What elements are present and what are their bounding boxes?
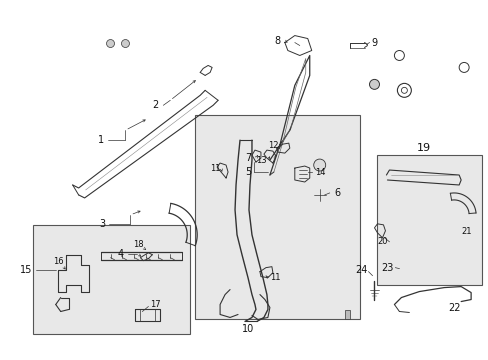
Text: 4: 4 bbox=[117, 249, 123, 259]
Circle shape bbox=[458, 62, 468, 72]
Polygon shape bbox=[344, 310, 349, 319]
Bar bbox=[377, 155, 481, 285]
Text: 20: 20 bbox=[376, 237, 387, 246]
Text: 7: 7 bbox=[244, 153, 251, 163]
Text: 2: 2 bbox=[152, 100, 158, 110]
Text: 9: 9 bbox=[371, 37, 377, 48]
Text: 22: 22 bbox=[447, 302, 460, 312]
Text: 1: 1 bbox=[97, 135, 103, 145]
Text: 11: 11 bbox=[269, 273, 280, 282]
Circle shape bbox=[121, 40, 129, 48]
Text: 11: 11 bbox=[209, 163, 220, 172]
Text: 16: 16 bbox=[53, 257, 64, 266]
Text: 21: 21 bbox=[461, 227, 471, 236]
Circle shape bbox=[394, 50, 404, 60]
Circle shape bbox=[397, 84, 410, 97]
Text: 19: 19 bbox=[416, 143, 430, 153]
Text: 13: 13 bbox=[256, 156, 266, 165]
Text: 24: 24 bbox=[355, 265, 367, 275]
Text: 5: 5 bbox=[244, 167, 251, 177]
Bar bbox=[195, 115, 359, 319]
Text: 8: 8 bbox=[274, 36, 281, 46]
Text: 6: 6 bbox=[334, 188, 340, 198]
Circle shape bbox=[401, 87, 407, 93]
Text: 17: 17 bbox=[150, 300, 161, 309]
Text: 14: 14 bbox=[314, 167, 325, 176]
Text: 15: 15 bbox=[20, 265, 32, 275]
Circle shape bbox=[369, 80, 379, 89]
Text: 23: 23 bbox=[381, 263, 393, 273]
Text: 18: 18 bbox=[133, 240, 143, 249]
Text: 12: 12 bbox=[268, 141, 278, 150]
Text: 10: 10 bbox=[242, 324, 254, 334]
Text: 3: 3 bbox=[99, 219, 105, 229]
Circle shape bbox=[313, 159, 325, 171]
Circle shape bbox=[106, 40, 114, 48]
Bar bbox=[33, 225, 190, 334]
